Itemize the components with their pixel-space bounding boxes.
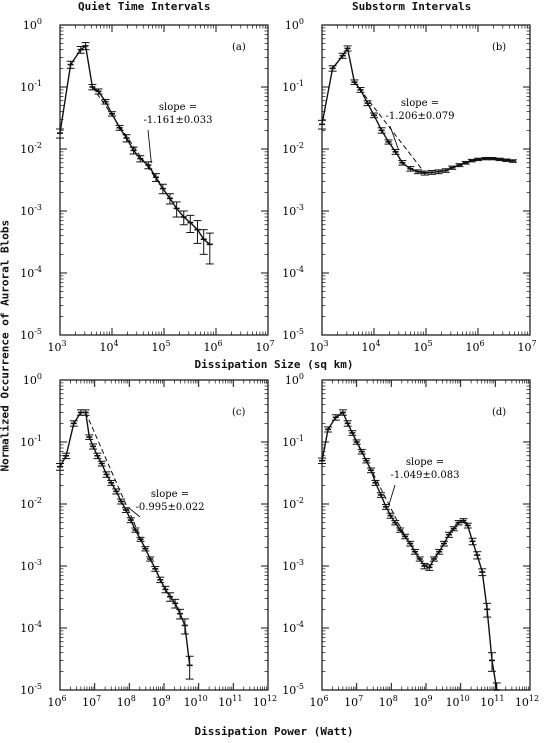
- y-tick-label: 10-2: [20, 496, 42, 511]
- y-tick-label: 10-1: [282, 434, 304, 449]
- x-axis-label-power: Dissipation Power (Watt): [194, 725, 354, 738]
- x-tick-label: 1010: [446, 694, 470, 709]
- slope-annotation: slope =: [151, 489, 189, 500]
- y-tick-label: 10-1: [282, 79, 304, 94]
- x-tick-label: 106: [309, 694, 328, 709]
- panel-frame: [59, 379, 269, 691]
- column-title-substorm: Substorm Intervals: [352, 0, 472, 13]
- y-tick-label: 10-1: [20, 79, 42, 94]
- fit-line: [347, 423, 406, 537]
- series-line: [59, 44, 211, 245]
- y-tick-label: 10-4: [20, 265, 42, 280]
- panel-frame: [59, 24, 269, 336]
- x-tick-label: 1011: [480, 694, 504, 709]
- slope-annotation: slope =: [159, 102, 197, 113]
- x-tick-label: 105: [413, 339, 432, 354]
- annotation-arrow: [388, 484, 396, 505]
- x-axis-label-size: Dissipation Size (sq km): [194, 358, 354, 371]
- y-tick-label: 10-5: [20, 682, 42, 697]
- series-line: [321, 411, 498, 691]
- y-tick-label: 10-4: [282, 265, 304, 280]
- y-tick-label: 100: [285, 17, 304, 32]
- y-tick-label: 100: [285, 372, 304, 387]
- y-tick-label: 10-2: [282, 141, 304, 156]
- annotation-arrow: [147, 129, 152, 164]
- y-tick-label: 10-5: [282, 327, 304, 342]
- x-tick-label: 1012: [253, 694, 277, 709]
- fit-line: [85, 412, 146, 549]
- x-tick-label: 1011: [218, 694, 242, 709]
- panel-label: (b): [492, 42, 506, 53]
- x-tick-label: 107: [517, 339, 536, 354]
- slope-annotation: slope =: [406, 457, 444, 468]
- y-tick-label: 100: [23, 17, 42, 32]
- y-tick-label: 10-3: [20, 203, 42, 218]
- slope-annotation: slope =: [401, 98, 439, 109]
- slope-annotation: -1.049±0.083: [390, 470, 459, 481]
- y-tick-label: 10-3: [282, 203, 304, 218]
- x-tick-label: 107: [344, 694, 363, 709]
- x-tick-label: 103: [47, 339, 66, 354]
- y-tick-label: 10-5: [282, 682, 304, 697]
- fit-line: [91, 86, 178, 209]
- y-tick-label: 10-2: [282, 496, 304, 511]
- panel-label: (a): [232, 42, 246, 53]
- y-tick-label: 10-3: [282, 558, 304, 573]
- x-tick-label: 1012: [515, 694, 539, 709]
- column-title-quiet: Quiet Time Intervals: [78, 0, 211, 13]
- x-tick-label: 109: [413, 694, 432, 709]
- x-tick-label: 106: [203, 339, 222, 354]
- x-tick-label: 107: [82, 694, 101, 709]
- x-tick-label: 105: [151, 339, 170, 354]
- series-line: [59, 411, 191, 666]
- fit-line: [354, 81, 426, 174]
- y-tick-label: 10-3: [20, 558, 42, 573]
- x-tick-label: 109: [151, 694, 170, 709]
- slope-annotation: -1.161±0.033: [143, 115, 212, 126]
- panel-label: (c): [232, 407, 246, 418]
- y-tick-label: 10-2: [20, 141, 42, 156]
- panel-frame: [321, 379, 531, 691]
- x-tick-label: 1010: [184, 694, 208, 709]
- panel-label: (d): [492, 407, 506, 418]
- annotation-arrow: [128, 507, 141, 518]
- slope-annotation: -0.995±0.022: [135, 502, 204, 513]
- x-tick-label: 103: [309, 339, 328, 354]
- y-tick-label: 10-4: [20, 620, 42, 635]
- x-tick-label: 104: [361, 339, 380, 354]
- x-tick-label: 108: [117, 694, 136, 709]
- y-tick-label: 10-5: [20, 327, 42, 342]
- slope-annotation: -1.206±0.079: [385, 111, 454, 122]
- annotation-arrow: [389, 125, 400, 150]
- x-tick-label: 106: [47, 694, 66, 709]
- y-tick-label: 10-1: [20, 434, 42, 449]
- y-tick-label: 100: [23, 372, 42, 387]
- x-tick-label: 104: [99, 339, 118, 354]
- x-tick-label: 107: [255, 339, 274, 354]
- x-tick-label: 106: [465, 339, 484, 354]
- panel-frame: [321, 24, 531, 336]
- x-tick-label: 108: [379, 694, 398, 709]
- y-tick-label: 10-4: [282, 620, 304, 635]
